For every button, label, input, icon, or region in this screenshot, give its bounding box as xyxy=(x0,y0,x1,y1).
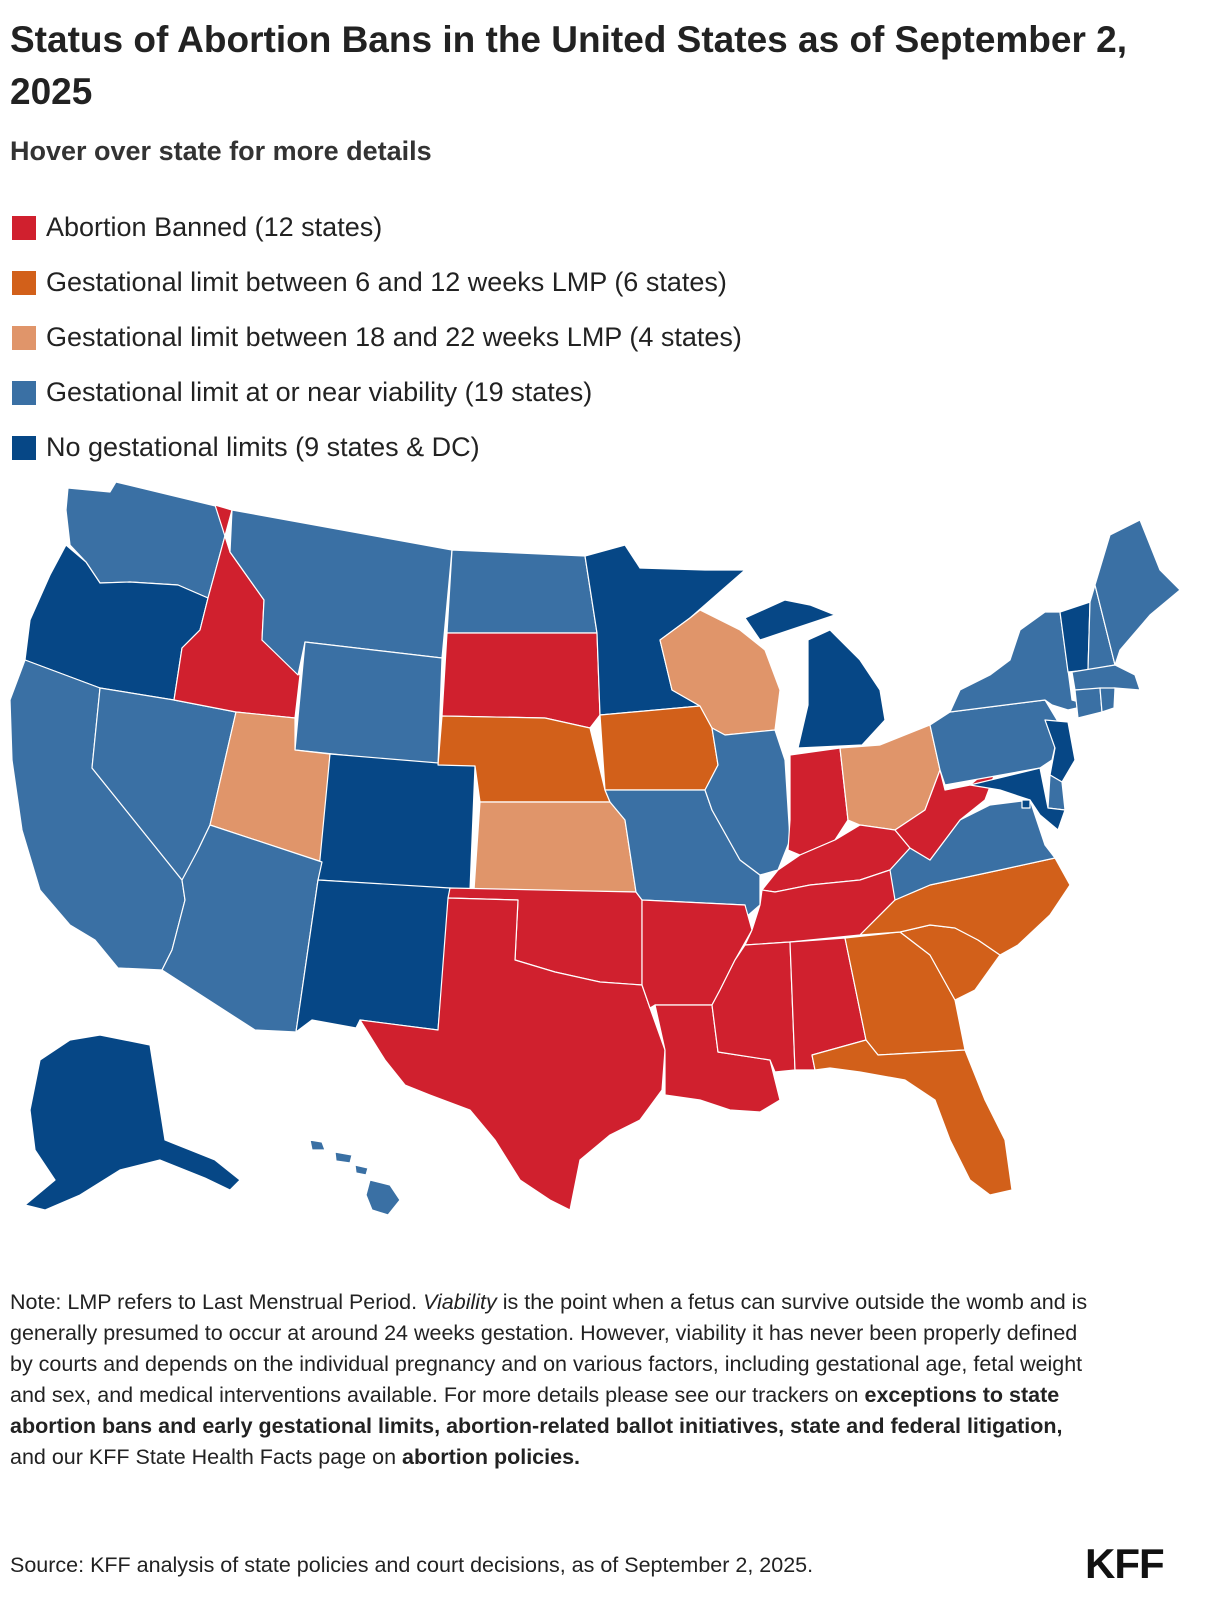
state-nm[interactable] xyxy=(295,879,451,1033)
legend-item-viability[interactable]: Gestational limit at or near viability (… xyxy=(12,365,742,420)
note-part3: and our KFF State Health Facts page on xyxy=(10,1445,402,1469)
legend-label: Gestational limit between 6 and 12 weeks… xyxy=(46,267,727,297)
legend-label: Gestational limit at or near viability (… xyxy=(46,377,593,407)
legend-item-banned[interactable]: Abortion Banned (12 states) xyxy=(12,200,742,255)
note-link-trackers[interactable]: exceptions to state abortion bans and ea… xyxy=(10,1383,1063,1438)
legend-label: No gestational limits (9 states & DC) xyxy=(46,432,480,462)
legend-item-none[interactable]: No gestational limits (9 states & DC) xyxy=(12,420,742,475)
state-fl[interactable] xyxy=(811,1039,1013,1196)
note-part1: Note: LMP refers to Last Menstrual Perio… xyxy=(10,1290,424,1314)
legend-item-limit-6-12[interactable]: Gestational limit between 6 and 12 weeks… xyxy=(12,255,742,310)
state-ia[interactable] xyxy=(599,705,719,791)
source-note: Source: KFF analysis of state policies a… xyxy=(10,1553,814,1577)
state-ri[interactable] xyxy=(1099,687,1116,713)
state-dc[interactable] xyxy=(1021,799,1031,809)
legend-swatch xyxy=(12,435,36,460)
legend-swatch xyxy=(12,380,36,405)
state-hi[interactable] xyxy=(309,1139,401,1216)
state-ct[interactable] xyxy=(1074,687,1103,719)
state-wy[interactable] xyxy=(294,641,443,766)
state-ak[interactable] xyxy=(24,1034,241,1211)
note-viability: Viability xyxy=(423,1290,497,1314)
legend-label: Abortion Banned (12 states) xyxy=(46,212,383,242)
state-id[interactable] xyxy=(173,504,301,719)
us-map xyxy=(9,481,1181,1216)
note-link-abortion-policies[interactable]: abortion policies. xyxy=(402,1445,580,1469)
state-sd[interactable] xyxy=(441,632,601,729)
note: Note: LMP refers to Last Menstrual Perio… xyxy=(10,1287,1090,1473)
chart-subtitle: Hover over state for more details xyxy=(10,136,432,166)
state-ks[interactable] xyxy=(473,801,637,893)
state-tx[interactable] xyxy=(359,897,666,1211)
legend-swatch xyxy=(12,325,36,350)
state-mi[interactable] xyxy=(744,599,886,749)
state-mt[interactable] xyxy=(229,509,453,676)
legend-swatch xyxy=(12,270,36,295)
state-az[interactable] xyxy=(161,824,323,1033)
note-part2: is the point when a fetus can survive ou… xyxy=(10,1290,1088,1407)
legend-swatch xyxy=(12,215,36,240)
state-md[interactable] xyxy=(969,767,1066,831)
kff-logo: KFF xyxy=(1085,1540,1165,1587)
state-me[interactable] xyxy=(1094,519,1181,666)
state-co[interactable] xyxy=(317,753,476,891)
state-il[interactable] xyxy=(704,727,791,876)
chart-title: Status of Abortion Bans in the United St… xyxy=(10,19,1128,112)
state-nd[interactable] xyxy=(446,549,598,634)
legend: Abortion Banned (12 states) Gestational … xyxy=(12,200,742,475)
legend-item-limit-18-22[interactable]: Gestational limit between 18 and 22 week… xyxy=(12,310,742,365)
legend-label: Gestational limit between 18 and 22 week… xyxy=(46,322,742,352)
